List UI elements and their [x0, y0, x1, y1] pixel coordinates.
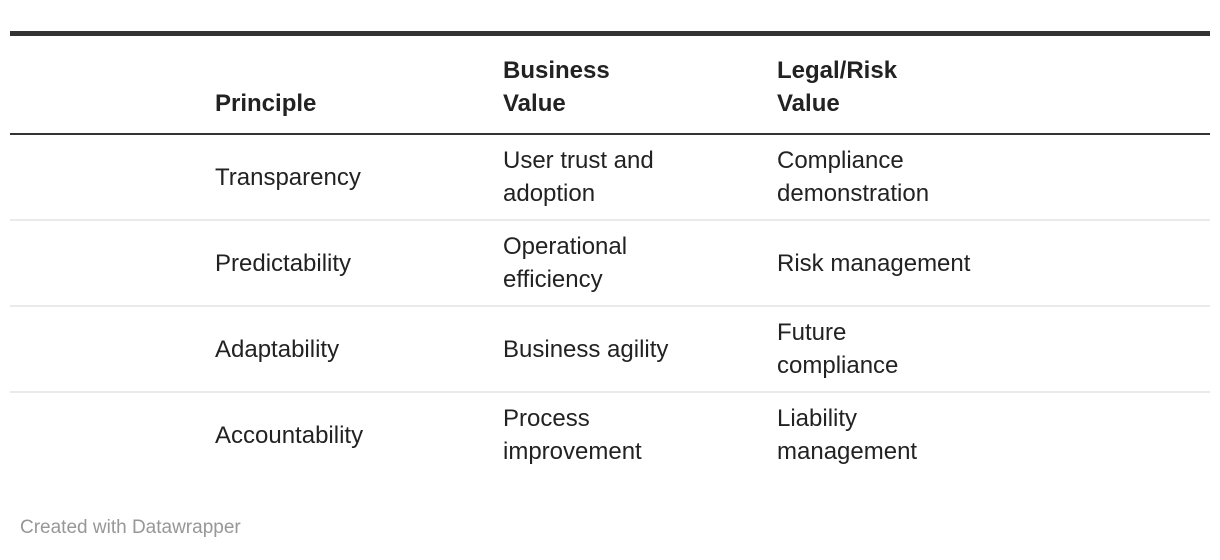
table-row: Accountability Process improvement Liabi… [10, 392, 1210, 477]
table-cell-principle: Adaptability [215, 306, 503, 393]
table-cell-principle: Predictability [215, 220, 503, 307]
header-cell-principle: Principle [215, 33, 503, 135]
table-container: Principle Business Value Legal/Risk Valu… [10, 31, 1210, 539]
table-cell-empty [10, 306, 215, 393]
table-cell-principle: Transparency [215, 134, 503, 221]
table-cell-business-value: Operational efficiency [503, 220, 777, 307]
header-cell-legal-risk-value: Legal/Risk Value [777, 33, 1210, 135]
chart-footer: Created with Datawrapper [20, 517, 1210, 539]
table-cell-business-value: Process improvement [503, 405, 642, 465]
table-cell-legal-risk-value: Compliance demonstration [777, 134, 1210, 221]
table-cell-legal-risk-value: Future compliance [777, 306, 1210, 393]
table-cell-empty [10, 220, 215, 307]
data-table: Principle Business Value Legal/Risk Valu… [10, 31, 1210, 477]
header-row: Principle Business Value Legal/Risk Valu… [10, 33, 1210, 135]
table-cell-empty [10, 134, 215, 221]
table-cell-legal-risk-value: Liability management [777, 405, 918, 465]
table-cell-business-value: Business agility [503, 306, 777, 393]
table-cell-principle: Accountability [215, 421, 364, 449]
table-cell-business-value: User trust and adoption [503, 134, 777, 221]
table-cell-empty [10, 392, 215, 477]
header-cell-business-value: Business Value [503, 33, 777, 135]
table-row: Predictability Operational efficiency Ri… [10, 220, 1210, 307]
header-cell-empty [10, 33, 215, 135]
table-row: Adaptability Business agility Future com… [10, 306, 1210, 393]
table-row: Transparency User trust and adoption Com… [10, 134, 1210, 221]
table-cell-legal-risk-value: Risk management [777, 220, 1210, 307]
datawrapper-credit-link[interactable]: Created with Datawrapper [20, 517, 241, 538]
